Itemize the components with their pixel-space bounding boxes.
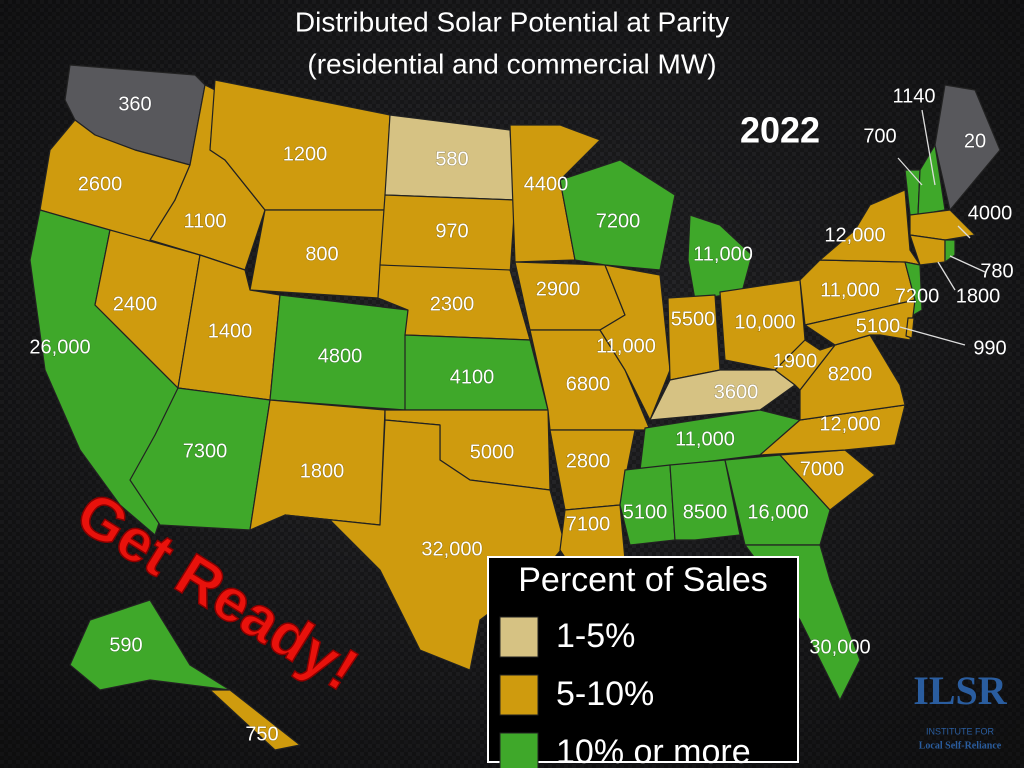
state-label: 990	[973, 337, 1006, 359]
state-label: 8200	[828, 363, 873, 385]
state-label: 5500	[671, 308, 716, 330]
state-shape	[804, 299, 916, 346]
state-label: 2300	[430, 293, 475, 315]
logo-tagline: INSTITUTE FOR	[926, 726, 994, 736]
subtitle: (residential and commercial MW)	[307, 48, 716, 79]
state-label: 1200	[283, 143, 328, 165]
state-label: 970	[435, 220, 468, 242]
state-label: 7100	[566, 513, 611, 535]
state-label: 360	[118, 93, 151, 115]
state-label: 4100	[450, 366, 495, 388]
state-shape	[934, 84, 1001, 211]
state-shape	[909, 209, 976, 241]
state-shape	[619, 464, 676, 546]
states	[29, 64, 1001, 751]
legend: Percent of Sales 1-5% 5-10% 10% or more	[487, 556, 799, 768]
legend-swatch	[499, 732, 539, 768]
leader-lines	[897, 109, 986, 346]
state-label: 12,000	[824, 224, 885, 246]
logo: ILSR INSTITUTE FOR Local Self-Reliance	[913, 668, 1007, 751]
state-label: 800	[305, 243, 338, 265]
state-label: 2800	[566, 450, 611, 472]
state-label: 2400	[113, 293, 158, 315]
state-label: 16,000	[747, 501, 808, 523]
state-label: 11,000	[675, 428, 735, 450]
legend-box	[487, 556, 799, 763]
state-label: 6800	[566, 373, 611, 395]
state-label: 4400	[524, 173, 569, 195]
state-label: 26,000	[29, 336, 90, 358]
state-label: 30,000	[809, 636, 870, 658]
state-label: 1800	[300, 460, 345, 482]
state-label: 7000	[800, 458, 845, 480]
state-label: 1800	[956, 285, 1001, 307]
state-shape	[724, 454, 831, 546]
state-shape	[69, 599, 231, 691]
state-label: 11,000	[820, 279, 880, 301]
state-label: 11,000	[596, 335, 656, 357]
state-shape	[559, 159, 676, 271]
state-label: 5000	[470, 441, 515, 463]
state-shape	[905, 317, 915, 339]
year: 2022	[740, 110, 820, 151]
state-label: 1400	[208, 320, 253, 342]
logo-name: ILSR	[913, 668, 1007, 713]
state-label: 4800	[318, 345, 363, 367]
state-label: 2900	[536, 278, 581, 300]
state-label: 7200	[596, 210, 641, 232]
legend-label: 5-10%	[556, 675, 654, 713]
state-label: 5100	[623, 501, 668, 523]
state-label: 32,000	[421, 538, 482, 560]
state-label: 7300	[183, 440, 228, 462]
state-label: 11,000	[693, 243, 753, 265]
state-labels: 360 2600 26,000 2400 1100 1200 800 1400 4800 7300…	[29, 85, 1014, 746]
state-label: 750	[245, 723, 278, 745]
state-shape	[209, 689, 301, 751]
legend-title: Percent of Sales	[518, 561, 767, 599]
state-shape	[669, 459, 741, 541]
logo-subtitle: Local Self-Reliance	[919, 740, 1002, 751]
state-label: 580	[435, 148, 468, 170]
state-label: 1900	[773, 350, 818, 372]
title: Distributed Solar Potential at Parity	[295, 6, 729, 37]
state-label: 700	[863, 125, 896, 147]
state-label: 3600	[714, 381, 759, 403]
state-label: 1140	[892, 85, 935, 107]
state-label: 5100	[856, 315, 901, 337]
legend-swatch	[499, 674, 539, 716]
state-label: 12,000	[819, 413, 880, 435]
state-label: 4000	[968, 202, 1013, 224]
state-label: 2600	[78, 173, 123, 195]
legend-swatch	[499, 616, 539, 658]
state-label: 7200	[895, 285, 940, 307]
legend-label: 10% or more	[556, 733, 751, 768]
state-shape	[599, 264, 671, 421]
state-label: 10,000	[734, 311, 795, 333]
state-label: 780	[980, 260, 1013, 282]
state-label: 20	[964, 130, 986, 152]
legend-label: 1-5%	[556, 617, 635, 655]
state-label: 1100	[183, 210, 226, 232]
state-label: 8500	[683, 501, 728, 523]
state-shape	[759, 404, 906, 456]
state-label: 590	[109, 634, 142, 656]
